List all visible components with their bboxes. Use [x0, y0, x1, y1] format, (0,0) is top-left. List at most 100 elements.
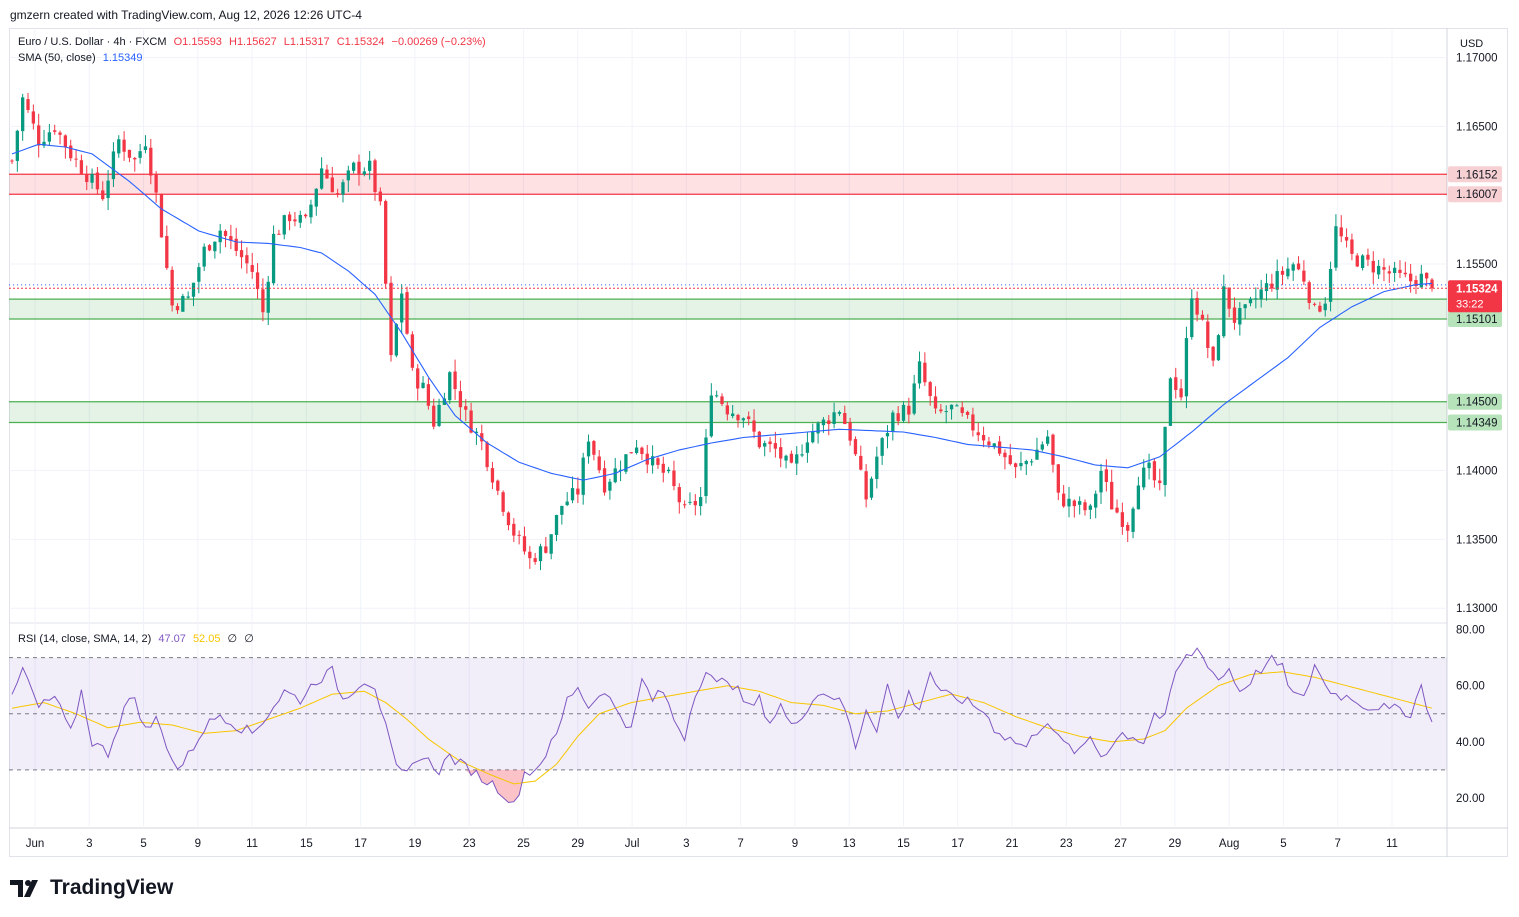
time-tick-label: 17 [951, 838, 964, 850]
candle [197, 267, 201, 282]
candle [1425, 272, 1429, 279]
candle [421, 382, 425, 389]
zone-label-text: 1.14349 [1456, 418, 1498, 430]
zone-label-bg [1448, 393, 1502, 410]
candle [837, 412, 842, 414]
candle [1083, 502, 1087, 511]
candle [1414, 280, 1418, 287]
candle [698, 497, 703, 507]
candle [1045, 436, 1050, 444]
candle [405, 292, 409, 334]
candle [955, 405, 959, 407]
candle [15, 130, 19, 161]
time-tick-label: 7 [737, 838, 743, 850]
candle [565, 501, 569, 506]
candle [725, 405, 729, 415]
candle [90, 173, 94, 183]
candle [1029, 461, 1034, 463]
candle [1280, 270, 1285, 275]
candle [1344, 237, 1349, 241]
candle [640, 447, 644, 454]
countdown-text: 33:22 [1456, 298, 1484, 310]
candle [666, 469, 671, 472]
candle [560, 505, 564, 515]
candle [53, 130, 57, 132]
candle [122, 139, 126, 152]
change-value: −0.00269 (−0.23%) [391, 36, 486, 48]
axis-labels: 1.161521.160071.152451.151011.145001.143… [1448, 166, 1502, 431]
candle [517, 534, 521, 536]
candle [303, 214, 308, 217]
candle [1035, 449, 1039, 460]
candle [341, 182, 345, 195]
candle [704, 437, 708, 497]
current-price-text: 1.15324 [1456, 283, 1498, 295]
candle [416, 368, 420, 389]
candle [1195, 298, 1199, 315]
rsi-legend[interactable]: RSI (14, close, SMA, 14, 2) 47.07 52.05 … [18, 632, 258, 645]
candle [949, 404, 954, 410]
candle [378, 191, 382, 202]
candle [229, 236, 233, 241]
candle [79, 160, 84, 174]
candle [1013, 463, 1018, 468]
currency-label[interactable]: USD [1460, 38, 1484, 50]
candle [69, 145, 73, 159]
candle [95, 172, 100, 190]
candle [1403, 272, 1407, 275]
candle [58, 132, 62, 135]
candle [907, 405, 911, 415]
candle [1259, 289, 1263, 300]
candle [159, 194, 164, 238]
candle [1328, 268, 1333, 302]
candle [111, 151, 116, 180]
time-tick-label: Aug [1219, 838, 1239, 850]
candle [496, 480, 500, 491]
resistance-zone [9, 174, 1447, 195]
candle [1419, 273, 1423, 288]
candle [271, 233, 276, 284]
rsi-tick-label: 80.00 [1456, 625, 1485, 637]
high-value: H1.15627 [229, 36, 277, 48]
price-tick-label: 1.13000 [1456, 603, 1498, 615]
time-tick-label: 23 [1060, 838, 1073, 850]
candle [1200, 314, 1205, 320]
candle [1392, 267, 1397, 273]
candle [245, 255, 249, 264]
candle [901, 404, 906, 421]
candle [944, 411, 948, 413]
candle [720, 396, 724, 405]
candle [618, 469, 623, 471]
open-value: O1.15593 [173, 36, 222, 48]
candle [1302, 270, 1306, 282]
candle [859, 455, 863, 470]
candle [1350, 239, 1354, 254]
candle [1147, 462, 1151, 469]
candle [74, 158, 78, 160]
candle [213, 241, 217, 252]
candle [1072, 500, 1076, 507]
candle [266, 281, 270, 313]
sma-legend[interactable]: SMA (50, close) 1.15349 [18, 52, 146, 64]
candle [207, 245, 212, 251]
candle [175, 306, 180, 311]
candle [282, 215, 286, 235]
candle [736, 414, 740, 421]
time-tick-label: 11 [246, 838, 258, 850]
symbol-legend[interactable]: Euro / U.S. Dollar · 4h · FXCM O1.15593 … [18, 36, 490, 48]
candle [1232, 307, 1237, 323]
time-tick-label: 11 [1386, 838, 1398, 850]
candle [1216, 335, 1221, 361]
candle [85, 174, 89, 183]
candle [843, 412, 847, 425]
zone-label-text: 1.14500 [1456, 397, 1498, 409]
candle [965, 411, 970, 415]
candle [1243, 304, 1247, 309]
time-tick-label: 23 [463, 838, 476, 850]
rsi-tick-label: 60.00 [1456, 681, 1485, 693]
zone-label-text: 1.16152 [1456, 169, 1498, 181]
candle [880, 438, 884, 456]
brand-name: TradingView [50, 876, 174, 899]
candle [133, 158, 137, 160]
